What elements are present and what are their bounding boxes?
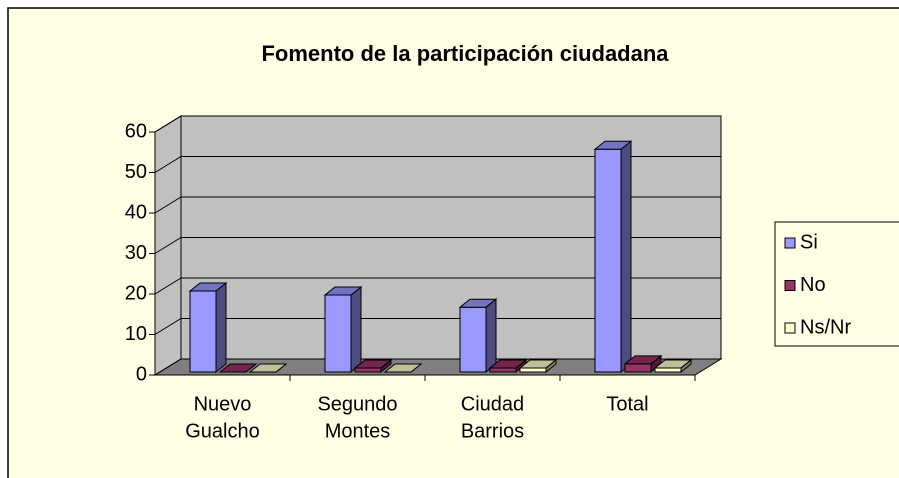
bar-front bbox=[624, 363, 652, 373]
grid-line bbox=[154, 156, 721, 173]
bar-side bbox=[620, 140, 632, 374]
x-tick-label: Nuevo bbox=[194, 393, 252, 415]
bar-top bbox=[518, 359, 558, 369]
bar bbox=[488, 358, 528, 374]
y-tick-label: 60 bbox=[125, 120, 147, 142]
x-tick-label: Barrios bbox=[461, 420, 524, 442]
legend-swatch bbox=[784, 280, 796, 291]
bar-side bbox=[485, 298, 497, 374]
y-tick-label: 20 bbox=[125, 282, 147, 304]
bar-top bbox=[188, 282, 228, 292]
bar bbox=[458, 298, 498, 374]
bar-front bbox=[519, 367, 547, 373]
grid-line bbox=[154, 277, 721, 295]
bar-side bbox=[215, 281, 227, 374]
bar bbox=[623, 354, 663, 374]
bar-side bbox=[350, 286, 362, 374]
grid-line bbox=[154, 358, 721, 376]
bar-top bbox=[383, 363, 423, 373]
bar-top bbox=[458, 298, 498, 308]
bar-top bbox=[653, 359, 693, 369]
grid-line bbox=[154, 237, 721, 254]
bar bbox=[653, 358, 693, 374]
bar bbox=[593, 140, 633, 374]
grid-line bbox=[154, 196, 721, 214]
bar-top bbox=[353, 359, 393, 369]
bar bbox=[518, 358, 558, 374]
x-tick-label: Segundo bbox=[317, 393, 397, 415]
bar-top bbox=[323, 286, 363, 296]
bar-front bbox=[489, 367, 517, 373]
legend-label: Ns/Nr bbox=[800, 316, 851, 338]
bar bbox=[353, 358, 393, 374]
legend-swatch bbox=[784, 322, 796, 334]
legend-swatch bbox=[784, 237, 796, 249]
bar-top bbox=[623, 355, 663, 365]
y-tick-label: 10 bbox=[125, 323, 147, 345]
bar-front bbox=[354, 367, 382, 373]
bar-front bbox=[324, 294, 352, 373]
grid-line bbox=[154, 318, 721, 335]
x-tick-label: Ciudad bbox=[461, 393, 524, 415]
bar-top bbox=[248, 363, 288, 373]
legend-label: Si bbox=[800, 231, 818, 253]
y-tick-label: 50 bbox=[125, 161, 147, 183]
bar-top bbox=[218, 363, 258, 373]
bar bbox=[323, 286, 363, 374]
y-tick-label: 30 bbox=[125, 242, 147, 264]
bar bbox=[383, 363, 423, 373]
bar bbox=[218, 363, 258, 373]
grid-line bbox=[154, 115, 721, 133]
bar-front bbox=[189, 290, 217, 373]
bar-front bbox=[594, 148, 622, 373]
y-tick-label: 40 bbox=[125, 201, 147, 223]
legend-label: No bbox=[800, 274, 826, 296]
y-tick-label: 0 bbox=[136, 363, 147, 385]
chart-title: Fomento de la participación ciudadana bbox=[261, 41, 669, 66]
x-tick-label: Montes bbox=[325, 420, 391, 442]
bar-front bbox=[459, 306, 487, 373]
bar-top bbox=[488, 359, 528, 369]
bar-top bbox=[593, 140, 633, 150]
x-tick-label: Gualcho bbox=[185, 420, 260, 442]
bar-front bbox=[654, 367, 682, 373]
bar bbox=[248, 363, 288, 373]
x-tick-label: Total bbox=[606, 393, 648, 415]
legend bbox=[774, 221, 899, 347]
bar bbox=[188, 281, 228, 374]
